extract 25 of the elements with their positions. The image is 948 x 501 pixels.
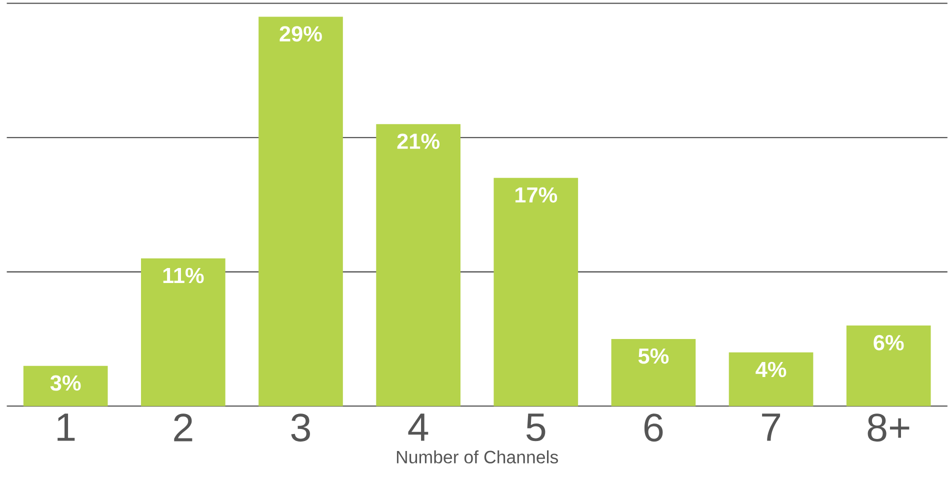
bar	[611, 338, 696, 406]
data-label: 11%	[163, 268, 204, 283]
x-tick-label: 6	[644, 413, 663, 442]
data-label: 6%	[874, 334, 904, 350]
data-label: 5%	[638, 348, 669, 364]
x-tick-label: 8+	[868, 413, 910, 442]
data-label: 17%	[515, 187, 558, 202]
data-label: 29%	[280, 26, 322, 42]
bar	[140, 258, 226, 406]
bar	[23, 366, 108, 406]
x-tick-label: 5	[526, 413, 546, 441]
x-tick-label: 1	[58, 413, 75, 441]
x-tick-label: 7	[762, 413, 780, 441]
bar	[494, 178, 578, 406]
x-tick-label: 4	[408, 413, 428, 441]
x-tick-label: 3	[291, 413, 310, 442]
x-axis-title: Number of Channels	[396, 450, 558, 464]
data-label: 21%	[397, 133, 440, 149]
bar	[846, 325, 931, 406]
data-label: 3%	[50, 375, 81, 391]
bar	[258, 16, 343, 406]
x-tick-label: 2	[174, 413, 192, 442]
data-label: 4%	[756, 362, 786, 377]
bar	[376, 124, 460, 406]
bar	[728, 352, 814, 406]
